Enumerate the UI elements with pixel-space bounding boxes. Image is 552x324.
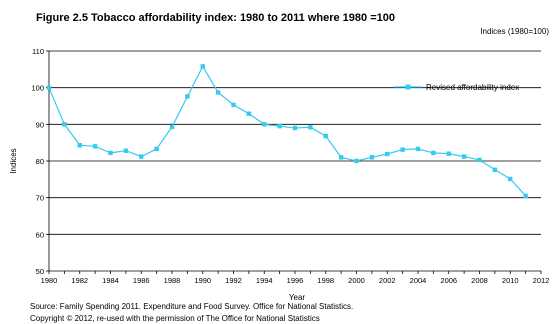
x-tick-label: 1994 xyxy=(256,276,273,285)
x-tick-label: 1984 xyxy=(102,276,119,285)
x-tick-label: 1990 xyxy=(194,276,211,285)
copyright-note: Copyright © 2012, re-used with the permi… xyxy=(30,314,320,323)
data-point xyxy=(415,146,421,152)
x-tick-label: 2012 xyxy=(533,276,550,285)
y-tick-label: 50 xyxy=(36,267,44,276)
x-axis-label: Year xyxy=(289,293,306,302)
data-point xyxy=(262,122,267,127)
y-tick-label: 110 xyxy=(32,47,44,56)
series xyxy=(46,64,528,199)
data-point xyxy=(308,125,313,130)
y-tick-label: 100 xyxy=(31,84,44,93)
x-tick-labels: 1980 1982 1984 1986 1988 1990 1992 1994 1996 1998… xyxy=(41,276,550,285)
units-note: Indices (1980=100) xyxy=(480,27,549,36)
source-note: Source: Family Spending 2011. Expenditur… xyxy=(30,302,353,311)
data-point xyxy=(492,167,498,172)
legend-marker xyxy=(405,84,411,90)
y-tick-label: 90 xyxy=(36,120,44,129)
data-point xyxy=(246,111,252,116)
data-point xyxy=(139,154,144,159)
data-point xyxy=(477,157,482,163)
x-tick-label: 2008 xyxy=(471,276,488,285)
data-point xyxy=(461,154,467,159)
x-tick-label: 1992 xyxy=(225,276,242,285)
x-tick-label: 2010 xyxy=(502,276,519,285)
x-tick-label: 1996 xyxy=(287,276,304,285)
y-tick-label: 80 xyxy=(36,157,44,166)
data-point xyxy=(154,146,159,152)
x-tick-label: 2006 xyxy=(440,276,457,285)
data-point xyxy=(185,94,190,99)
chart-title: Figure 2.5 Tobacco affordability index: … xyxy=(36,12,395,24)
data-point xyxy=(169,124,175,130)
data-point xyxy=(446,151,451,156)
data-point xyxy=(62,122,67,127)
data-point xyxy=(431,150,436,156)
x-tick-label: 2000 xyxy=(348,276,365,285)
data-point xyxy=(292,125,298,131)
data-point xyxy=(92,144,98,149)
legend-label: Revised affordability index xyxy=(426,83,519,92)
data-point xyxy=(277,123,282,129)
data-point xyxy=(523,193,528,199)
data-point xyxy=(369,155,375,160)
x-tick-label: 1998 xyxy=(317,276,334,285)
series-line xyxy=(48,65,527,197)
x-tick-label: 1986 xyxy=(133,276,150,285)
data-point xyxy=(123,148,129,153)
x-tick-label: 2004 xyxy=(410,276,427,285)
data-point xyxy=(77,143,82,148)
data-point xyxy=(108,150,113,156)
x-tick-label: 2002 xyxy=(379,276,396,285)
gridlines xyxy=(49,50,541,235)
y-axis-label: Indices xyxy=(9,148,18,173)
data-point xyxy=(200,64,205,69)
data-point xyxy=(338,155,344,160)
x-tick-label: 1982 xyxy=(71,276,88,285)
data-point xyxy=(354,158,359,164)
data-point xyxy=(385,151,390,157)
x-tick-label: 1980 xyxy=(41,276,58,285)
y-tick-label: 60 xyxy=(36,230,44,239)
y-tick-label: 70 xyxy=(36,194,44,203)
y-tick-labels: 50 60 70 80 90 100 110 xyxy=(31,47,44,276)
legend: Revised affordability index xyxy=(394,83,519,92)
data-point xyxy=(323,133,328,139)
data-point xyxy=(400,147,405,152)
data-point xyxy=(508,176,513,182)
data-point xyxy=(231,102,236,108)
data-point xyxy=(46,85,52,90)
data-point xyxy=(215,90,221,95)
x-tick-label: 1988 xyxy=(164,276,181,285)
